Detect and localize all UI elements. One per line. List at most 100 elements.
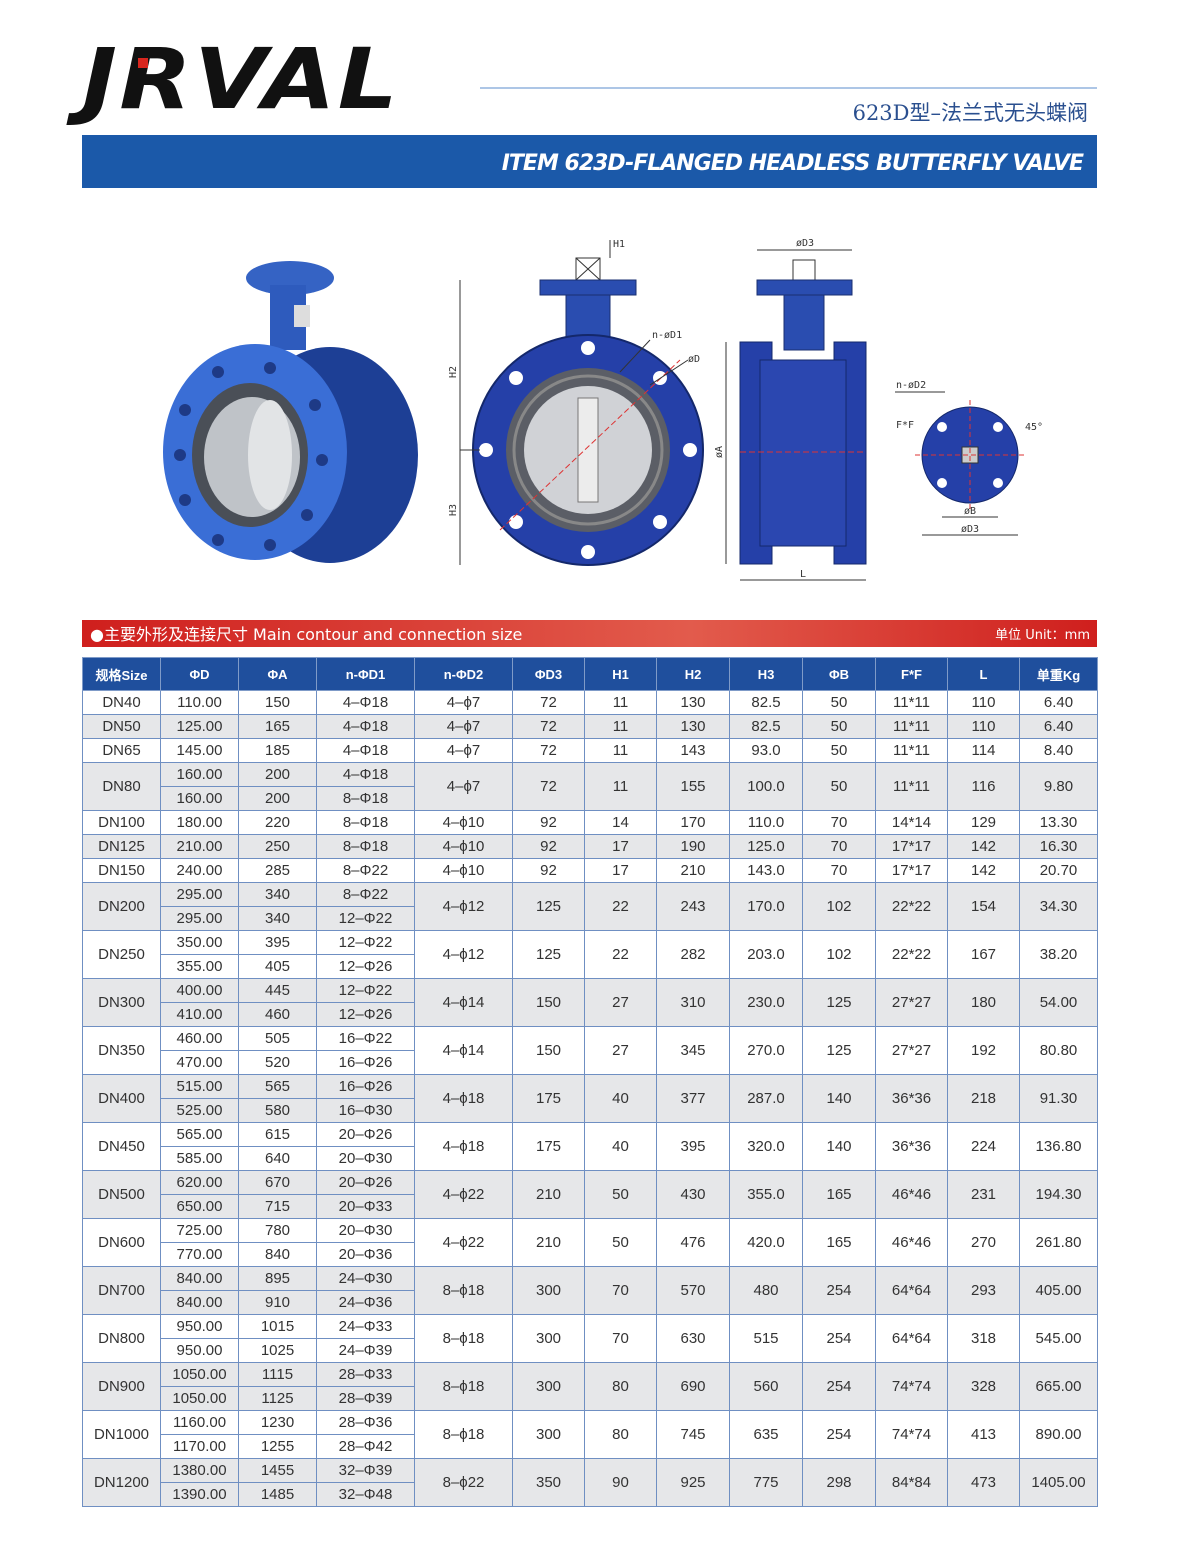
header-cell: F*F — [875, 657, 948, 691]
cell: 745 — [656, 1410, 730, 1459]
size-cell: DN900 — [82, 1362, 161, 1411]
cell: 16–Φ30 — [316, 1098, 415, 1123]
cell: 565 — [238, 1074, 317, 1099]
cell: 129 — [947, 810, 1020, 835]
table-row: DN400 515.00 565 16–Φ26 4–ϕ18 175 40 377 287.0 14… — [82, 1074, 1098, 1123]
cell: 6.40 — [1019, 690, 1098, 715]
cell: 910 — [238, 1290, 317, 1315]
table-row: DN65 145.00 185 4–Φ18 4–ϕ7 72 11 143 93.0 50 11*11… — [82, 738, 1098, 763]
section-title: ●主要外形及连接尺寸 Main contour and connection s… — [90, 625, 522, 644]
cell: 395 — [238, 930, 317, 955]
cell: 100.0 — [729, 762, 803, 811]
cell: 64*64 — [875, 1314, 948, 1363]
cell: 155 — [656, 762, 730, 811]
table-row: DN500 620.00 670 20–Φ26 4–ϕ22 210 50 430 355.0 16… — [82, 1170, 1098, 1219]
cell: 4–ϕ10 — [414, 810, 513, 835]
cell: 116 — [947, 762, 1020, 811]
cell: 27 — [584, 1026, 657, 1075]
cell: 210 — [656, 858, 730, 883]
cell: 16–Φ26 — [316, 1050, 415, 1075]
cell: 17*17 — [875, 858, 948, 883]
cell: 890.00 — [1019, 1410, 1098, 1459]
table-row: DN80 160.00 200 4–Φ18 4–ϕ7 72 11 155 100.0 50 11*1… — [82, 762, 1098, 811]
section-bar — [82, 620, 1097, 647]
cell: 473 — [947, 1458, 1020, 1507]
cell: 24–Φ33 — [316, 1314, 415, 1339]
cell: 620.00 — [160, 1170, 239, 1195]
size-cell: DN350 — [82, 1026, 161, 1075]
cell: 8–Φ18 — [316, 810, 415, 835]
size-cell: DN400 — [82, 1074, 161, 1123]
cell: 350 — [512, 1458, 585, 1507]
cell: 300 — [512, 1314, 585, 1363]
cell: 640 — [238, 1146, 317, 1171]
cell: 11*11 — [875, 762, 948, 811]
dim-label: n-øD2 — [896, 380, 926, 391]
cell: 20–Φ30 — [316, 1146, 415, 1171]
dim-label: øD3 — [961, 524, 979, 535]
cell: 231 — [947, 1170, 1020, 1219]
table-row: DN700 840.00 895 24–Φ30 8–ϕ18 300 70 570 480 254 6… — [82, 1266, 1098, 1315]
valve-photo — [163, 261, 418, 563]
cell: 282 — [656, 930, 730, 979]
cell: 27*27 — [875, 978, 948, 1027]
cell: 925 — [656, 1458, 730, 1507]
cell: 82.5 — [729, 690, 803, 715]
cell: 12–Φ22 — [316, 930, 415, 955]
cell: 17 — [584, 858, 657, 883]
cell: 110 — [947, 690, 1020, 715]
dim-label: øA — [714, 446, 725, 458]
dim-label: H1 — [613, 239, 625, 250]
cell: 70 — [802, 810, 876, 835]
cell: 170.0 — [729, 882, 803, 931]
cell: 630 — [656, 1314, 730, 1363]
cell: 460 — [238, 1002, 317, 1027]
cell: 125.00 — [160, 714, 239, 739]
cell: 16–Φ22 — [316, 1026, 415, 1051]
cell: 8–ϕ22 — [414, 1458, 513, 1507]
side-view — [725, 249, 867, 581]
cell: 4–ϕ7 — [414, 714, 513, 739]
cell: 180.00 — [160, 810, 239, 835]
cell: 17 — [584, 834, 657, 859]
cell: 20–Φ26 — [316, 1170, 415, 1195]
cell: 70 — [802, 858, 876, 883]
top-view — [895, 391, 1025, 536]
cell: 16–Φ26 — [316, 1074, 415, 1099]
size-cell: DN50 — [82, 714, 161, 739]
cell: 470.00 — [160, 1050, 239, 1075]
cell: 300 — [512, 1266, 585, 1315]
cell: 150 — [238, 690, 317, 715]
cell: 770.00 — [160, 1242, 239, 1267]
cell: 4–Φ18 — [316, 738, 415, 763]
cell: 136.80 — [1019, 1122, 1098, 1171]
cell: 780 — [238, 1218, 317, 1243]
cell: 254 — [802, 1266, 876, 1315]
cell: 690 — [656, 1362, 730, 1411]
table-row: DN1200 1380.00 1455 32–Φ39 8–ϕ22 350 90 925 775 2… — [82, 1458, 1098, 1507]
cell: 460.00 — [160, 1026, 239, 1051]
cell: 4–ϕ14 — [414, 1026, 513, 1075]
cell: 635 — [729, 1410, 803, 1459]
cell: 32–Φ39 — [316, 1458, 415, 1483]
cell: 70 — [802, 834, 876, 859]
cell: 70 — [584, 1266, 657, 1315]
cell: 4–ϕ18 — [414, 1122, 513, 1171]
size-cell: DN100 — [82, 810, 161, 835]
banner-title: ITEM 623D-FLANGED HEADLESS BUTTERFLY VAL… — [502, 151, 1084, 176]
cell: 125 — [512, 882, 585, 931]
section-unit: 单位 Unit：mm — [995, 628, 1090, 643]
cell: 4–ϕ7 — [414, 762, 513, 811]
cell: 175 — [512, 1074, 585, 1123]
cell: 200 — [238, 762, 317, 787]
cell: 32–Φ48 — [316, 1482, 415, 1507]
cell: 82.5 — [729, 714, 803, 739]
cell: 515.00 — [160, 1074, 239, 1099]
cell: 298 — [802, 1458, 876, 1507]
cell: 4–Φ18 — [316, 762, 415, 787]
cell: 243 — [656, 882, 730, 931]
cell: 545.00 — [1019, 1314, 1098, 1363]
cell: 570 — [656, 1266, 730, 1315]
cell: 130 — [656, 690, 730, 715]
dim-label: F*F — [896, 420, 914, 431]
